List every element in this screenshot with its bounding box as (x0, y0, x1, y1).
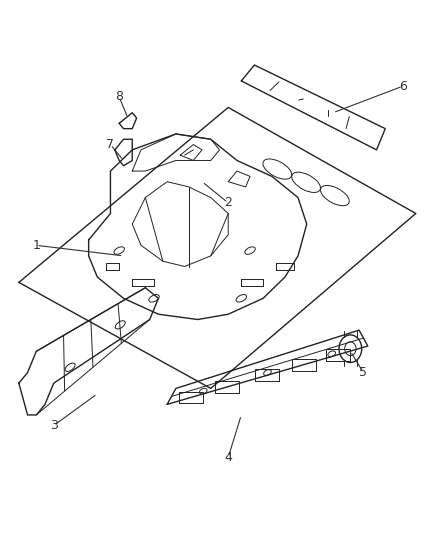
Text: 6: 6 (398, 80, 406, 93)
Text: 3: 3 (49, 419, 57, 432)
Text: 1: 1 (32, 239, 40, 252)
Text: 5: 5 (359, 366, 367, 379)
Text: 7: 7 (106, 138, 114, 151)
Text: 8: 8 (115, 90, 123, 103)
Text: 4: 4 (224, 451, 232, 464)
Text: 2: 2 (224, 196, 232, 209)
